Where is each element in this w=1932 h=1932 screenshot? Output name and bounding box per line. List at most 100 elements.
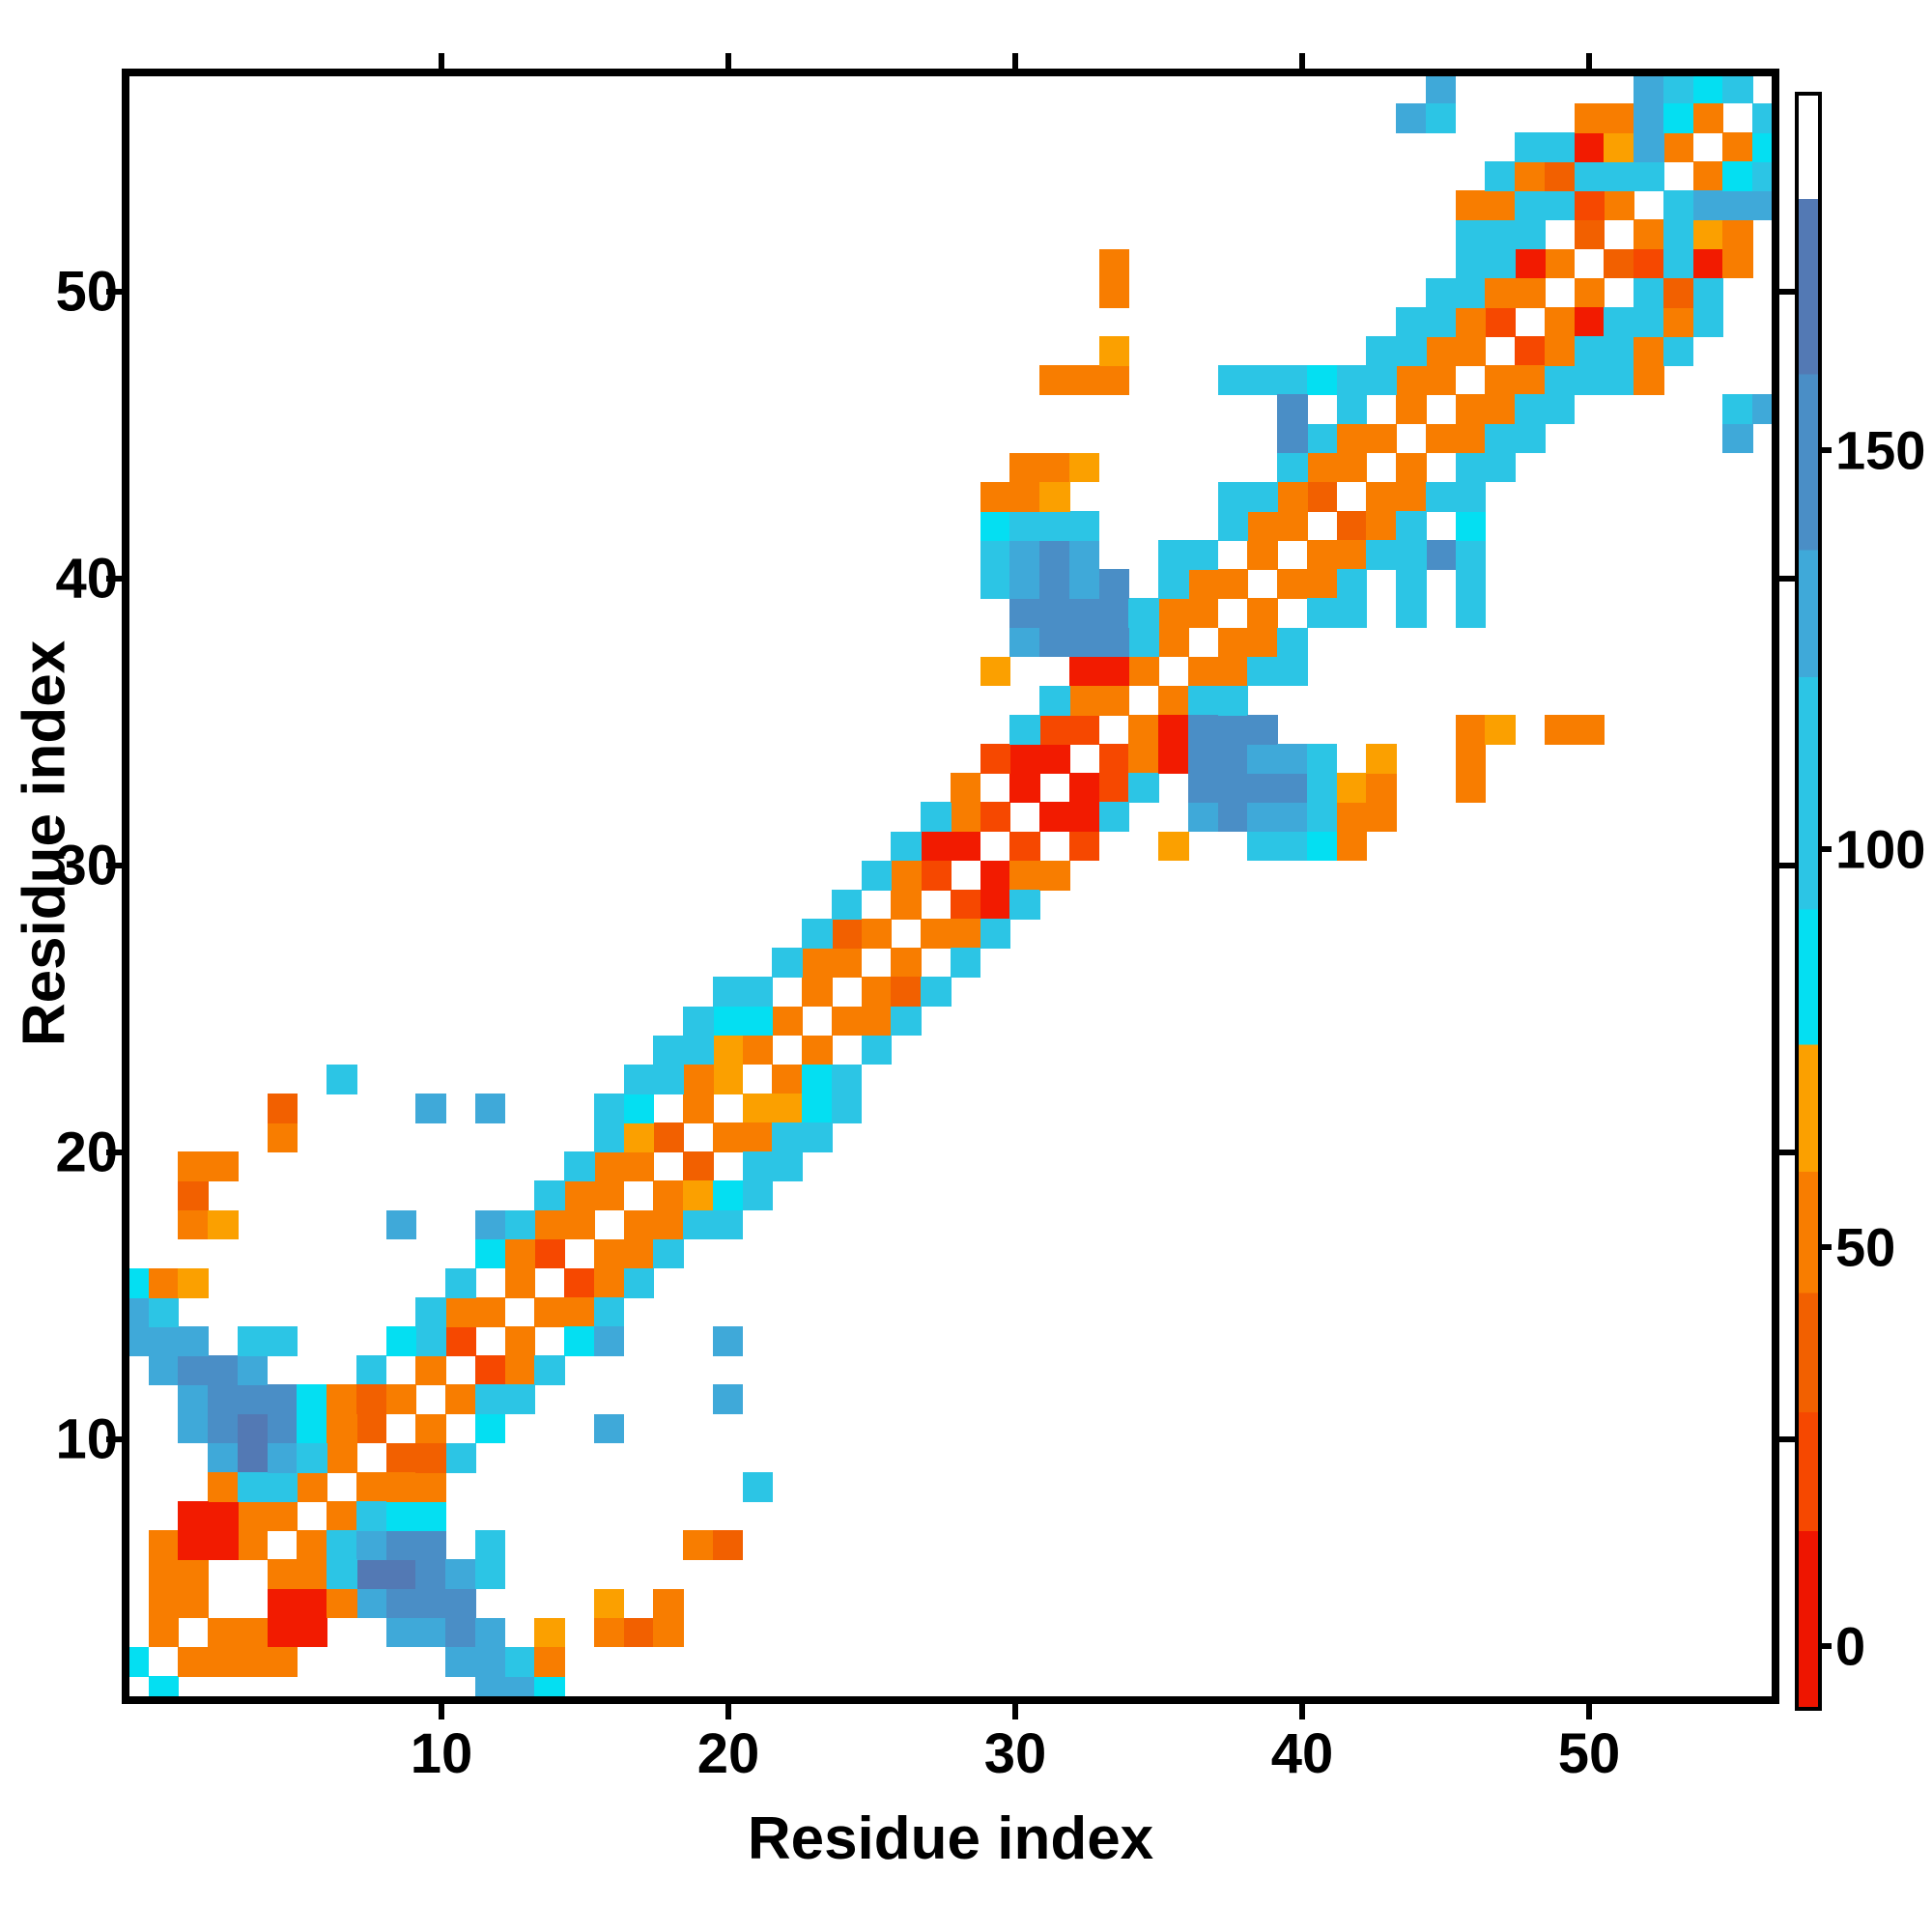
heatmap-cell xyxy=(1544,336,1576,366)
axis-tick xyxy=(106,1150,122,1155)
heatmap-cell xyxy=(1187,569,1219,600)
heatmap-cell xyxy=(1306,540,1338,570)
heatmap-cell xyxy=(593,1151,625,1182)
heatmap-cell xyxy=(267,1617,298,1648)
heatmap-cell xyxy=(1009,773,1040,804)
heatmap-cell xyxy=(772,1151,803,1182)
heatmap-cell xyxy=(1068,802,1100,833)
x-tick-label: 20 xyxy=(696,1722,760,1785)
heatmap-cell xyxy=(653,1122,684,1152)
heatmap-cell xyxy=(1574,277,1605,308)
heatmap-cell xyxy=(178,1384,209,1415)
heatmap-cell xyxy=(1425,336,1457,366)
heatmap-cell xyxy=(1009,452,1040,483)
heatmap-cell xyxy=(1187,656,1219,687)
heatmap-cell xyxy=(653,1035,684,1065)
heatmap-cell xyxy=(1752,102,1776,133)
heatmap-cell xyxy=(1634,336,1664,366)
heatmap-cell xyxy=(623,1122,655,1152)
axis-tick xyxy=(1779,576,1795,582)
heatmap-cell xyxy=(1485,365,1516,395)
heatmap-cell xyxy=(385,1209,417,1240)
heatmap-cell xyxy=(534,1297,565,1327)
heatmap-cell xyxy=(1396,306,1427,337)
y-tick-label: 30 xyxy=(55,834,118,897)
heatmap-cell xyxy=(355,1355,387,1386)
heatmap-cell xyxy=(267,1442,298,1473)
heatmap-cell xyxy=(1158,569,1189,600)
heatmap-cell xyxy=(385,1617,417,1648)
heatmap-cell xyxy=(267,1646,298,1677)
heatmap-cell xyxy=(1158,627,1189,658)
heatmap-cell xyxy=(415,1355,446,1386)
heatmap-cell xyxy=(474,1530,506,1560)
heatmap-cell xyxy=(327,1384,357,1415)
heatmap-cell xyxy=(683,1530,714,1560)
heatmap-cell xyxy=(1366,481,1397,512)
heatmap-cell xyxy=(1396,452,1427,483)
heatmap-cell xyxy=(1396,394,1427,425)
heatmap-cell xyxy=(504,1267,536,1298)
heatmap-cell xyxy=(1455,394,1487,425)
x-tick-label: 10 xyxy=(410,1722,473,1785)
heatmap-cell xyxy=(1039,569,1070,600)
heatmap-cell xyxy=(1277,744,1308,774)
heatmap-cell xyxy=(1692,248,1724,279)
heatmap-cell xyxy=(178,1180,209,1211)
heatmap-cell xyxy=(1217,715,1249,745)
heatmap-cell xyxy=(950,773,981,804)
heatmap-cell xyxy=(385,1588,417,1619)
heatmap-cell xyxy=(980,656,1011,687)
heatmap-cell xyxy=(1396,336,1427,366)
heatmap-cell xyxy=(415,1617,446,1648)
heatmap-cell xyxy=(1068,365,1100,395)
heatmap-cell xyxy=(178,1326,209,1356)
heatmap-cell xyxy=(208,1413,239,1444)
heatmap-cell xyxy=(178,1530,209,1560)
heatmap-cell xyxy=(1752,190,1776,221)
heatmap-cell xyxy=(1098,773,1130,804)
x-tick-label: 30 xyxy=(983,1722,1047,1785)
heatmap-cell xyxy=(593,1267,625,1298)
heatmap-cell xyxy=(1604,336,1634,366)
heatmap-cell xyxy=(1128,744,1159,774)
heatmap-cell xyxy=(1247,365,1278,395)
heatmap-cell xyxy=(1247,831,1278,862)
heatmap-cell xyxy=(534,1180,565,1211)
heatmap-cell xyxy=(385,1326,417,1356)
heatmap-cell xyxy=(1098,656,1130,687)
heatmap-cell xyxy=(1634,306,1664,337)
heatmap-cell xyxy=(1277,423,1308,454)
heatmap-cell xyxy=(297,1530,327,1560)
heatmap-cell xyxy=(1098,248,1130,279)
heatmap-cell xyxy=(861,1006,893,1037)
heatmap-cell xyxy=(1662,102,1694,133)
heatmap-cell xyxy=(1009,627,1040,658)
heatmap-cell xyxy=(1247,481,1278,512)
heatmap-cell xyxy=(802,1093,833,1123)
heatmap-cell xyxy=(1306,569,1338,600)
heatmap-cell xyxy=(1336,365,1368,395)
heatmap-cell xyxy=(1039,598,1070,629)
heatmap-cell xyxy=(891,977,922,1008)
heatmap-cell xyxy=(148,1355,180,1386)
heatmap-cell xyxy=(237,1355,269,1386)
heatmap-cell xyxy=(1009,831,1040,862)
heatmap-cell xyxy=(1306,802,1338,833)
heatmap-cell xyxy=(861,977,893,1008)
heatmap-cell xyxy=(1662,219,1694,250)
heatmap-cell xyxy=(327,1064,357,1094)
heatmap-cell xyxy=(1158,598,1189,629)
heatmap-cell xyxy=(1366,365,1397,395)
heatmap-cell xyxy=(1039,715,1070,745)
heatmap-cell xyxy=(474,1559,506,1590)
axis-tick xyxy=(1586,1704,1592,1719)
heatmap-cell xyxy=(891,948,922,978)
heatmap-cell xyxy=(126,1297,150,1327)
heatmap-cell xyxy=(1277,831,1308,862)
heatmap-cell xyxy=(1722,73,1753,104)
heatmap-cell xyxy=(148,1326,180,1356)
heatmap-cell xyxy=(1039,365,1070,395)
heatmap-cell xyxy=(1158,540,1189,570)
heatmap-cell xyxy=(1366,540,1397,570)
